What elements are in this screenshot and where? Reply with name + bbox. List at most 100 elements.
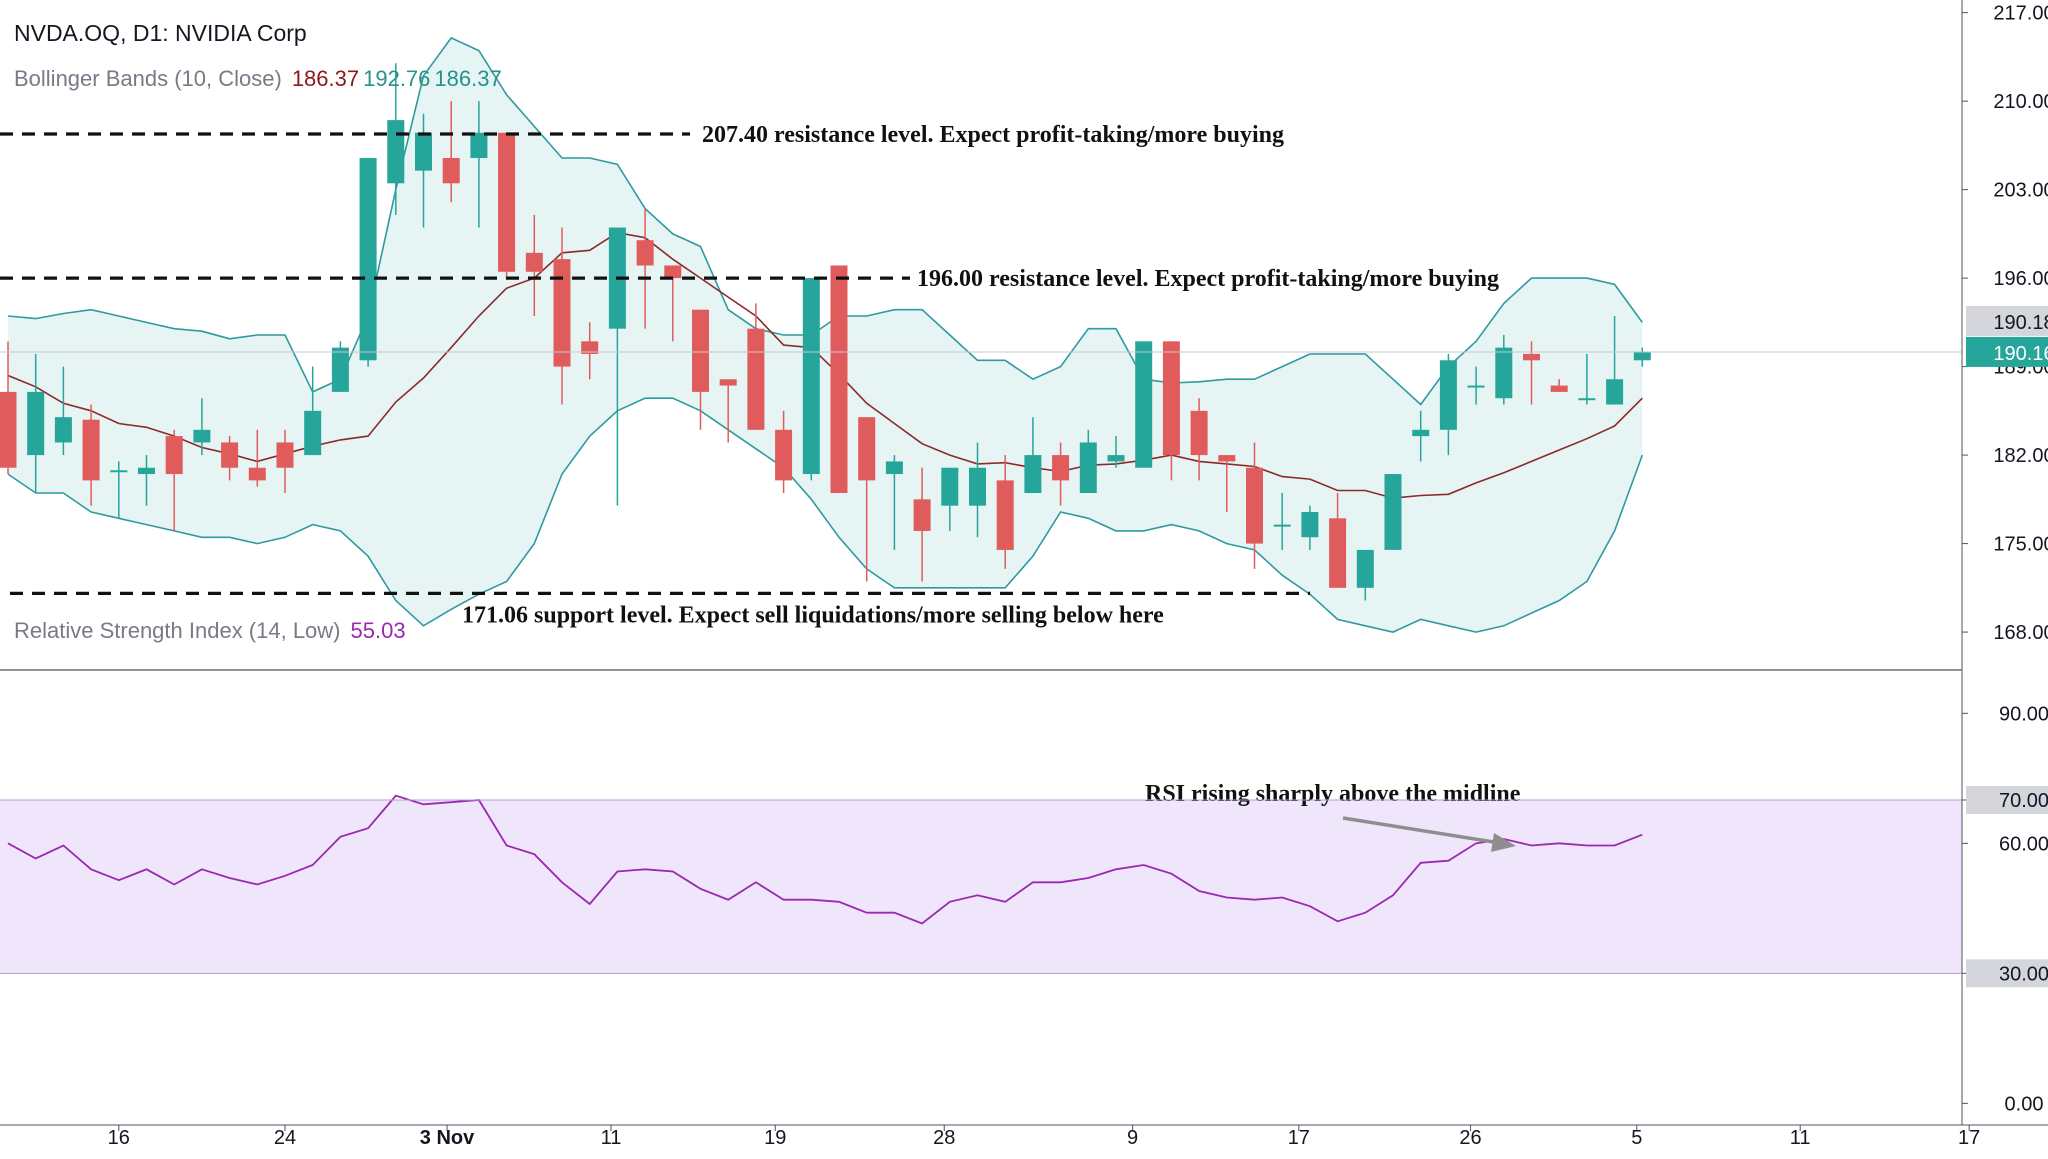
candle-body xyxy=(802,278,820,475)
candle-body xyxy=(747,328,765,430)
time-tick-label: 24 xyxy=(274,1127,296,1149)
candle-body xyxy=(1356,549,1374,588)
candle-body xyxy=(0,391,17,468)
candle-body xyxy=(193,429,211,443)
candle-body xyxy=(1467,385,1485,388)
rsi-legend: Relative Strength Index (14, Low) 55.03 xyxy=(14,618,406,644)
candle-body xyxy=(331,347,349,392)
candlesticks xyxy=(0,63,1651,601)
candle-body xyxy=(941,467,959,506)
time-tick-label: 11 xyxy=(601,1127,622,1149)
rsi-tick-label: 0.00 xyxy=(2005,1093,2044,1115)
candle-body xyxy=(913,499,931,531)
bollinger-label: Bollinger Bands (10, Close) xyxy=(14,66,282,91)
candle-body xyxy=(1439,360,1457,430)
time-tick-label: 26 xyxy=(1459,1127,1481,1149)
candle-body xyxy=(1329,518,1347,588)
bollinger-legend: Bollinger Bands (10, Close) 186.37 192.76 1… xyxy=(14,66,502,92)
candle-body xyxy=(470,132,488,159)
candle-body xyxy=(1218,455,1236,462)
price-tick-label: 217.00 xyxy=(1993,3,2048,25)
time-tick-label: 19 xyxy=(764,1127,786,1149)
candle-body xyxy=(1606,379,1624,405)
level-annotation: 171.06 support level. Expect sell liquid… xyxy=(462,602,1164,628)
candle-body xyxy=(1024,455,1042,494)
time-tick-label: 5 xyxy=(1631,1127,1642,1149)
rsi-annotation-arrow-shaft xyxy=(1342,816,1501,845)
current-price-label-box xyxy=(1966,336,2048,367)
candle-body xyxy=(359,158,377,361)
candle-body xyxy=(525,252,543,272)
candle-body xyxy=(719,379,737,386)
price-tick-label: 210.00 xyxy=(1993,91,2048,113)
time-tick-label: 17 xyxy=(1288,1127,1310,1149)
candle-body xyxy=(248,467,266,481)
bollinger-fill xyxy=(8,37,1643,633)
candle-body xyxy=(1523,353,1540,361)
rsi-level-label-box xyxy=(1966,959,2048,988)
time-tick-label: 3 Nov xyxy=(420,1127,475,1149)
annotations: 207.40 resistance level. Expect profit-t… xyxy=(0,122,1521,852)
price-tick-label: 182.00 xyxy=(1993,445,2048,467)
candle-body xyxy=(1162,341,1180,456)
current-price-label: 190.16 xyxy=(1993,343,2048,365)
time-tick-label: 11 xyxy=(1790,1127,1811,1149)
chart-lines xyxy=(0,351,1962,925)
time-tick-label: 16 xyxy=(108,1127,130,1149)
candle-body xyxy=(1495,347,1513,399)
candle-body xyxy=(1135,341,1153,468)
candle-body xyxy=(581,341,599,354)
candle-body xyxy=(969,467,986,506)
price-tick-label: 175.00 xyxy=(1993,534,2048,556)
rsi-line xyxy=(7,794,1643,925)
candle-body xyxy=(1301,511,1319,538)
rsi-label: Relative Strength Index (14, Low) xyxy=(14,618,341,643)
level-annotation: 207.40 resistance level. Expect profit-t… xyxy=(702,122,1284,148)
candle-body xyxy=(276,442,294,468)
rsi-level-label-box xyxy=(1966,786,2048,814)
last-price-label-box xyxy=(1966,305,2048,336)
candle-body xyxy=(110,470,128,473)
candle-body xyxy=(415,132,432,171)
candle-body xyxy=(1273,524,1291,527)
candle-body xyxy=(387,120,405,184)
rsi-tick-label: 70.00 xyxy=(1999,790,2048,812)
candle-body xyxy=(1550,385,1568,392)
candle-body xyxy=(664,265,682,279)
candle-body xyxy=(885,461,903,475)
candle-body xyxy=(636,240,654,266)
candle-body xyxy=(1633,351,1651,361)
rsi-tick-label: 60.00 xyxy=(1999,833,2048,855)
bollinger-lower-line xyxy=(7,397,1644,633)
candle-body xyxy=(27,391,45,456)
candle-body xyxy=(1246,467,1263,544)
candle-body xyxy=(304,410,322,456)
candle-body xyxy=(138,467,155,475)
bollinger-mid-value: 186.37 xyxy=(434,66,502,91)
candle-body xyxy=(1384,474,1402,550)
time-tick-label: 28 xyxy=(933,1127,955,1149)
bollinger-upper-line xyxy=(7,36,1643,406)
rsi-band xyxy=(0,800,1962,974)
price-tick-label: 168.00 xyxy=(1993,622,2048,644)
rsi-value: 55.03 xyxy=(350,618,406,643)
candle-body xyxy=(830,265,848,494)
candle-body xyxy=(996,480,1014,550)
candle-body xyxy=(442,158,460,184)
candle-body xyxy=(1190,410,1208,456)
rsi-annotation-arrow-head xyxy=(1491,833,1516,852)
candle-body xyxy=(692,309,709,392)
candle-body xyxy=(775,429,793,481)
rsi-annotation: RSI rising sharply above the midline xyxy=(1145,781,1521,807)
candle-body xyxy=(553,259,571,367)
symbol-title: NVDA.OQ, D1: NVIDIA Corp xyxy=(14,20,307,46)
candle-body xyxy=(1107,455,1125,462)
rsi-tick-label: 30.00 xyxy=(1999,963,2048,985)
candle-body xyxy=(221,442,239,468)
candle-body xyxy=(858,417,876,481)
bollinger-bands xyxy=(7,36,1644,633)
candle-body xyxy=(1052,455,1070,481)
